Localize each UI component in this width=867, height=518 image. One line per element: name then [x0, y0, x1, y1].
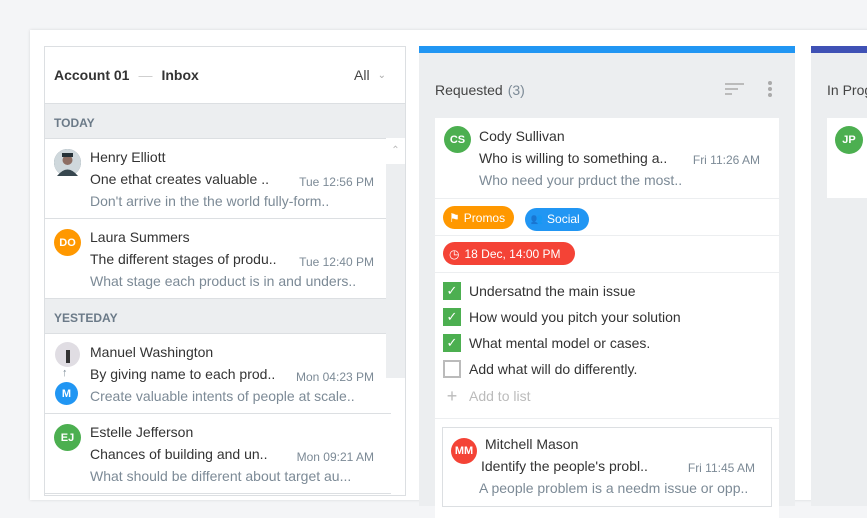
column-requested: Requested (3) CS Cody Sullivan Who is wi…: [419, 46, 795, 518]
timestamp: Tue 12:56 PM: [299, 175, 374, 189]
timestamp: Tue 12:40 PM: [299, 255, 374, 269]
list-item[interactable]: Henry Elliott One ethat creates valuable…: [45, 139, 391, 219]
tag-label: Promos: [463, 210, 506, 225]
card-header: CS Cody Sullivan Who is willing to somet…: [435, 118, 779, 199]
task-card[interactable]: CS Cody Sullivan Who is willing to somet…: [435, 118, 779, 518]
column-in-progress: In Progress JP: [811, 46, 867, 506]
sender-name: Estelle Jefferson: [90, 424, 194, 440]
column-accent-bar: [419, 46, 795, 53]
subtask-area: MM Mitchell Mason Identify the people's …: [435, 418, 779, 507]
subject: One ethat creates valuable ..: [90, 171, 269, 187]
scrollbar[interactable]: [386, 138, 405, 378]
checkbox-unchecked-icon[interactable]: [443, 360, 461, 378]
checklist-item[interactable]: ✓ Undersatnd the main issue: [435, 278, 779, 304]
preview: Who need your prduct the most..: [479, 172, 683, 188]
folder-name: Inbox: [161, 67, 199, 83]
tag-social[interactable]: 👥 Social: [524, 207, 589, 231]
avatar-photo: [55, 342, 80, 367]
subject: Chances of building and un..: [90, 446, 268, 462]
people-icon: 👥: [530, 213, 544, 225]
tag-icon: ⚑: [449, 210, 460, 225]
clock-icon: ◷: [449, 246, 460, 261]
preview: What should be different about target au…: [90, 468, 352, 484]
sender-name: Henry Elliott: [90, 149, 166, 165]
sender-name: Cody Sullivan: [479, 128, 565, 144]
chevron-down-icon[interactable]: ⌄: [377, 69, 386, 81]
column-accent-bar: [811, 46, 867, 53]
more-vert-icon[interactable]: [767, 80, 773, 101]
account-name: Account 01: [54, 67, 130, 83]
subject: The different stages of produ..: [90, 251, 277, 267]
checklist-item[interactable]: ✓ What mental model or cases.: [435, 330, 779, 356]
column-title: Requested: [435, 82, 503, 98]
checklist-label: Undersatnd the main issue: [469, 283, 636, 299]
avatar: CS: [444, 126, 471, 153]
preview: A people problem is a needm issue or opp…: [479, 480, 749, 496]
list-item[interactable]: DO Laura Summers The different stages of…: [45, 219, 391, 299]
arrow-up-icon: ↑: [62, 367, 68, 379]
avatar: M: [55, 382, 78, 405]
sender-name: Mitchell Mason: [485, 436, 579, 452]
timestamp: Fri 11:26 AM: [692, 153, 760, 167]
avatar: DO: [54, 229, 81, 256]
due-row: ◷ 18 Dec, 14:00 PM: [435, 236, 779, 273]
timestamp: Mon 09:21 AM: [296, 450, 374, 464]
sort-icon[interactable]: [725, 82, 745, 99]
plus-icon: +: [446, 385, 458, 406]
subject: By giving name to each prod..: [90, 366, 276, 382]
tag-promos[interactable]: ⚑ Promos: [443, 206, 515, 229]
checklist-item[interactable]: Add what will do differently.: [435, 356, 779, 382]
column-header: In Progress: [811, 52, 867, 116]
timestamp: Mon 04:23 PM: [295, 370, 374, 384]
checklist-item[interactable]: ✓ How would you pitch your solution: [435, 304, 779, 330]
scroll-up-icon[interactable]: ⌃: [386, 138, 405, 164]
list-item[interactable]: EJ Estelle Jefferson Chances of building…: [45, 414, 391, 494]
column-title: In Progress: [827, 82, 867, 98]
checklist-label: Add what will do differently.: [469, 361, 638, 377]
subject: Identify the people's probl..: [481, 458, 648, 474]
checkbox-checked-icon[interactable]: ✓: [443, 308, 461, 326]
filter-select[interactable]: All: [354, 67, 370, 83]
section-yesterday: YESTEDAY: [45, 299, 405, 334]
checkbox-checked-icon[interactable]: ✓: [443, 334, 461, 352]
separator: —: [138, 67, 153, 83]
avatar: EJ: [54, 424, 81, 451]
add-to-list-button[interactable]: + Add to list: [435, 382, 779, 410]
section-today: TODAY: [45, 104, 405, 139]
column-count: (3): [507, 82, 525, 98]
sender-name: Laura Summers: [90, 229, 190, 245]
list-item[interactable]: ↑ M Manuel Washington By giving name to …: [45, 334, 391, 414]
preview: What stage each product is in and unders…: [90, 273, 357, 289]
due-date-badge[interactable]: ◷ 18 Dec, 14:00 PM: [443, 242, 575, 265]
task-card[interactable]: JP: [827, 118, 867, 198]
timestamp: Fri 11:45 AM: [687, 461, 755, 475]
checklist: ✓ Undersatnd the main issue ✓ How would yo…: [435, 273, 779, 410]
avatar-photo: [54, 149, 81, 176]
tag-label: Social: [547, 212, 580, 226]
inbox-header: Account 01 — Inbox All ⌄: [45, 47, 405, 104]
checkbox-checked-icon[interactable]: ✓: [443, 282, 461, 300]
avatar: MM: [451, 438, 477, 464]
preview: Don't arrive in the the world fully-form…: [90, 193, 330, 209]
due-date-label: 18 Dec, 14:00 PM: [464, 246, 561, 261]
column-header: Requested (3): [419, 52, 795, 116]
tags-row: ⚑ Promos 👥 Social: [435, 199, 779, 236]
inbox-panel: Account 01 — Inbox All ⌄ TODAY Henry Ell…: [44, 46, 406, 496]
add-to-list-label: Add to list: [469, 388, 531, 404]
subject: Who is willing to something a..: [479, 150, 668, 166]
avatar: JP: [835, 126, 863, 154]
checklist-label: What mental model or cases.: [469, 335, 651, 351]
checklist-label: How would you pitch your solution: [469, 309, 681, 325]
preview: Create valuable intents of people at sca…: [90, 388, 355, 404]
sender-name: Manuel Washington: [90, 344, 214, 360]
subtask-card[interactable]: MM Mitchell Mason Identify the people's …: [442, 427, 772, 507]
